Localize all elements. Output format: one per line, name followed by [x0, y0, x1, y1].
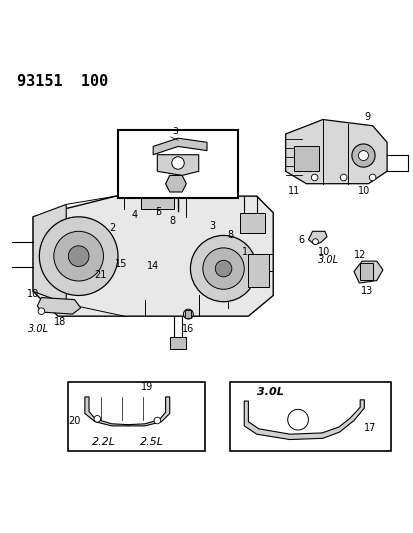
Polygon shape	[353, 261, 382, 283]
Text: 2.2L: 2.2L	[92, 438, 116, 447]
Circle shape	[358, 151, 368, 160]
Bar	[240, 213, 264, 233]
Text: 4: 4	[131, 210, 138, 220]
Bar	[140, 192, 173, 208]
Bar	[229, 382, 390, 451]
Circle shape	[287, 409, 308, 430]
Circle shape	[171, 157, 184, 169]
Bar	[248, 254, 268, 287]
Bar	[169, 337, 186, 349]
Circle shape	[154, 417, 160, 424]
Text: 8: 8	[169, 216, 175, 226]
Polygon shape	[85, 397, 169, 426]
Circle shape	[215, 260, 231, 277]
Circle shape	[183, 309, 193, 319]
Polygon shape	[244, 400, 363, 440]
Text: 20: 20	[68, 416, 81, 425]
Circle shape	[351, 144, 374, 167]
Text: 18: 18	[54, 317, 66, 327]
Text: 3.0L: 3.0L	[256, 387, 283, 398]
Text: 15: 15	[115, 260, 127, 269]
Text: 14: 14	[147, 261, 159, 271]
Polygon shape	[285, 119, 386, 184]
Text: 2: 2	[109, 223, 115, 233]
Text: 16: 16	[182, 325, 194, 335]
Text: 3.0L: 3.0L	[317, 255, 338, 265]
Text: 5: 5	[154, 207, 161, 217]
Text: 11: 11	[287, 186, 299, 196]
Text: 3: 3	[171, 127, 177, 136]
Polygon shape	[33, 196, 273, 316]
Text: 3: 3	[209, 221, 215, 231]
Polygon shape	[308, 231, 326, 245]
Text: 2.5L: 2.5L	[140, 438, 164, 447]
Bar	[136, 163, 178, 175]
Text: 21: 21	[94, 270, 107, 280]
Polygon shape	[157, 155, 198, 175]
Bar	[359, 263, 372, 280]
Bar	[68, 382, 204, 451]
Circle shape	[54, 231, 103, 281]
Polygon shape	[165, 175, 186, 192]
Text: 13: 13	[361, 286, 373, 295]
Circle shape	[312, 239, 318, 245]
Bar	[118, 130, 237, 198]
Text: 1: 1	[242, 247, 248, 257]
Polygon shape	[153, 138, 206, 155]
Circle shape	[190, 236, 256, 302]
Text: 3.0L: 3.0L	[28, 325, 49, 335]
Polygon shape	[37, 297, 81, 314]
Circle shape	[202, 248, 244, 289]
Circle shape	[39, 217, 118, 295]
Text: 10: 10	[27, 289, 39, 299]
Bar	[293, 147, 318, 171]
Text: 6: 6	[297, 236, 304, 245]
Text: 8: 8	[227, 230, 233, 240]
Text: 19: 19	[140, 382, 153, 392]
Circle shape	[368, 174, 375, 181]
Text: 9: 9	[363, 111, 370, 122]
Circle shape	[68, 246, 89, 266]
Circle shape	[94, 416, 100, 422]
Text: 93151  100: 93151 100	[17, 74, 107, 89]
Text: 10: 10	[357, 186, 370, 196]
Polygon shape	[33, 204, 66, 304]
Circle shape	[38, 308, 45, 314]
Circle shape	[339, 174, 346, 181]
Circle shape	[311, 174, 317, 181]
Text: 12: 12	[353, 250, 366, 260]
Bar	[185, 310, 191, 318]
Text: 17: 17	[363, 423, 375, 433]
Text: 10: 10	[317, 247, 330, 257]
